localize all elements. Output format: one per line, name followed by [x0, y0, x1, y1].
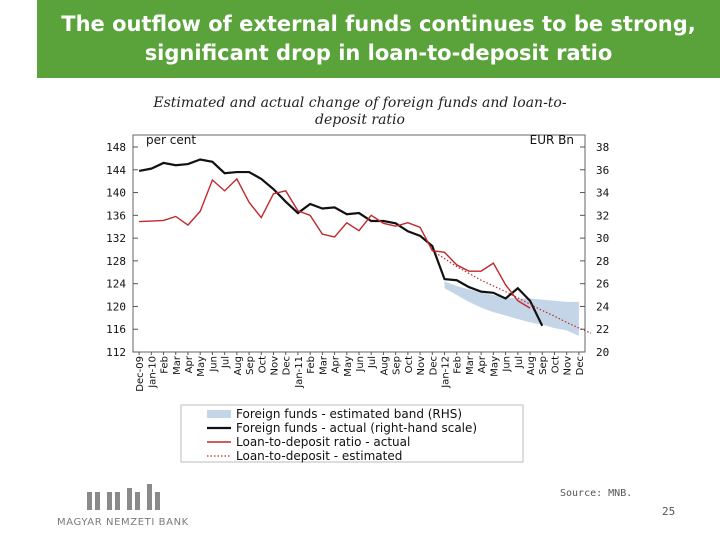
legend-label: Loan-to-deposit ratio - actual [236, 435, 410, 449]
chart-title-line-2: deposit ratio [315, 112, 405, 128]
x-tick-label: Mar [172, 355, 183, 375]
x-tick-label: Nov [416, 356, 427, 376]
right-tick-label: 36 [596, 164, 609, 177]
x-tick-label: Apr [331, 355, 342, 373]
right-axis-label: EUR Bn [530, 133, 574, 147]
x-tick-label: Jun [502, 356, 513, 373]
x-tick-label: Mar [318, 355, 329, 375]
left-tick-label: 144 [106, 164, 126, 177]
right-tick-label: 34 [596, 187, 610, 200]
legend-label: Foreign funds - actual (right-hand scale… [236, 421, 477, 435]
x-tick-label: Feb [453, 356, 464, 374]
series-line-loan-to-deposit [139, 177, 531, 309]
x-tick-label: Aug [233, 356, 244, 376]
right-tick-label: 30 [596, 232, 609, 245]
right-tick-label: 20 [596, 346, 609, 359]
x-tick-label: Dec [282, 356, 293, 375]
x-tick-label: Dec [428, 356, 439, 375]
x-tick-label: Apr [477, 355, 488, 373]
left-tick-label: 112 [106, 346, 126, 359]
series-band-area [444, 281, 579, 337]
x-tick-label: Jul [221, 356, 232, 369]
x-tick-label: May [196, 356, 207, 377]
chart-title: Estimated and actual change of foreign f… [110, 95, 610, 129]
x-tick-label: Dec-09 [135, 356, 146, 392]
x-tick-label: Jul [514, 356, 525, 369]
left-tick-label: 124 [106, 278, 126, 291]
series-line-foreign-funds [138, 158, 544, 327]
left-tick-label: 132 [106, 232, 126, 245]
x-tick-label: Mar [465, 355, 476, 375]
plot-frame [132, 134, 586, 353]
left-tick-label: 148 [106, 141, 126, 154]
x-tick-label: Oct [404, 356, 415, 373]
x-tick-label: May [343, 356, 354, 377]
left-tick-label: 120 [106, 300, 126, 313]
title-bar: The outflow of external funds continues … [37, 0, 720, 78]
x-tick-label: Dec [575, 356, 586, 375]
x-tick-label: Jun [208, 356, 219, 373]
logo-text: MAGYAR NEMZETI BANK [57, 517, 189, 528]
right-tick-label: 22 [596, 323, 609, 336]
x-tick-label: Nov [563, 356, 574, 376]
right-tick-label: 24 [596, 300, 610, 313]
chart-title-line-1: Estimated and actual change of foreign f… [153, 95, 567, 111]
x-tick-label: May [489, 356, 500, 377]
left-tick-label: 140 [106, 187, 126, 200]
x-tick-label: Jun [355, 356, 366, 373]
legend-label: Foreign funds - estimated band (RHS) [236, 407, 462, 421]
x-tick-label: Jan-10 [147, 356, 158, 389]
x-tick-label: Aug [379, 356, 390, 376]
right-tick-label: 26 [596, 278, 609, 291]
x-tick-label: Sep [538, 356, 549, 375]
right-tick-label: 32 [596, 209, 609, 222]
legend-swatch-band [207, 410, 231, 418]
mnb-logo: MAGYAR NEMZETI BANK [55, 480, 205, 534]
series-line-loan-to-deposit-estimated [431, 250, 592, 334]
x-tick-label: Aug [526, 356, 537, 376]
left-tick-label: 116 [106, 323, 126, 336]
x-tick-label: Jan-12 [441, 356, 452, 389]
slide-title-line-2: significant drop in loan-to-deposit rati… [144, 41, 613, 65]
x-tick-label: Sep [392, 356, 403, 375]
x-tick-label: Oct [257, 356, 268, 373]
x-tick-label: Feb [160, 356, 171, 374]
x-tick-label: Nov [269, 356, 280, 376]
left-tick-label: 128 [106, 255, 126, 268]
x-tick-label: Feb [306, 356, 317, 374]
left-axis-label: per cent [146, 133, 196, 147]
page-number: 25 [662, 505, 676, 518]
x-tick-label: Oct [550, 356, 561, 373]
x-tick-label: Sep [245, 356, 256, 375]
logo-bars-icon [87, 484, 160, 510]
right-tick-label: 38 [596, 141, 609, 154]
legend-label: Loan-to-deposit - estimated [236, 449, 402, 463]
legend-box [180, 404, 524, 463]
x-tick-label: Jan-11 [294, 356, 305, 389]
right-tick-label: 28 [596, 255, 609, 268]
slide-title-line-1: The outflow of external funds continues … [61, 12, 696, 36]
x-tick-label: Jul [367, 356, 378, 369]
left-tick-label: 136 [106, 209, 126, 222]
source-note: Source: MNB. [560, 488, 633, 499]
x-tick-label: Apr [184, 355, 195, 373]
